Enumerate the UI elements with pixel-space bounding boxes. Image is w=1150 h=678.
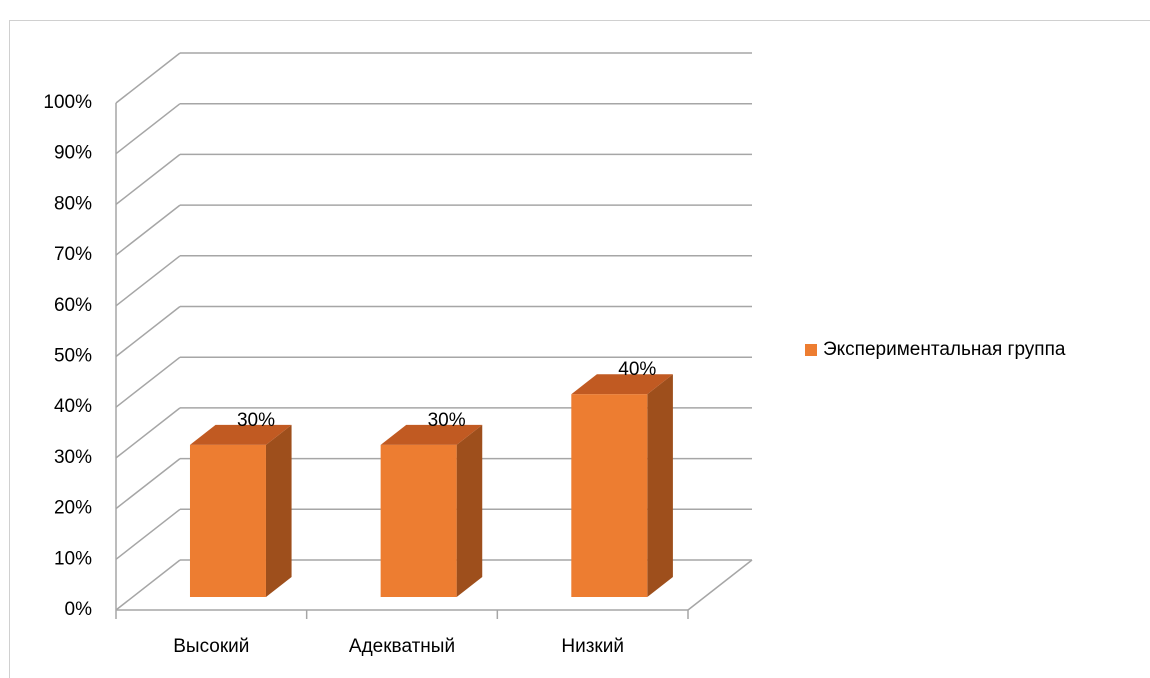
x-tick-label: Высокий bbox=[173, 636, 249, 657]
grid-line-side bbox=[115, 559, 181, 611]
bar-top bbox=[571, 374, 673, 395]
bar-side bbox=[647, 374, 673, 597]
x-tick-label: Низкий bbox=[561, 636, 624, 657]
grid-line-side bbox=[115, 458, 181, 510]
grid-line-side bbox=[115, 508, 181, 560]
y-tick-label: 30% bbox=[54, 447, 92, 468]
value-label: 30% bbox=[237, 410, 275, 431]
grid-line-side bbox=[115, 305, 181, 358]
grid-line-side bbox=[115, 153, 181, 205]
grid-line-side bbox=[115, 407, 181, 459]
y-tick-label: 90% bbox=[54, 143, 92, 164]
bar-top bbox=[380, 424, 483, 445]
grid-line-side bbox=[115, 52, 181, 104]
y-tick-label: 20% bbox=[54, 498, 92, 519]
grid-line-side bbox=[115, 255, 181, 307]
value-label: 40% bbox=[618, 359, 656, 380]
y-tick-label: 50% bbox=[54, 346, 92, 367]
y-tick-label: 10% bbox=[54, 548, 92, 569]
grid-line-side bbox=[115, 103, 181, 155]
grid-line-side bbox=[115, 204, 181, 256]
bar-side bbox=[265, 424, 292, 597]
legend-label: Экспериментальная группа bbox=[823, 339, 1066, 360]
bar bbox=[571, 394, 648, 597]
x-tick-label: Адекватный bbox=[349, 636, 455, 657]
y-tick-label: 80% bbox=[54, 193, 92, 214]
bar bbox=[380, 444, 457, 597]
grid-line-side bbox=[115, 356, 181, 408]
floor-edge bbox=[687, 559, 753, 611]
y-tick-label: 0% bbox=[65, 599, 93, 620]
bar-top bbox=[189, 424, 292, 445]
legend-swatch bbox=[805, 344, 817, 356]
bar bbox=[189, 444, 266, 597]
bar-side bbox=[456, 424, 483, 597]
y-tick-label: 100% bbox=[43, 92, 92, 113]
value-label: 30% bbox=[428, 410, 466, 431]
y-tick-label: 40% bbox=[54, 396, 92, 417]
y-tick-label: 60% bbox=[54, 295, 92, 316]
y-tick-label: 70% bbox=[54, 244, 92, 265]
chart-frame bbox=[9, 20, 1150, 678]
